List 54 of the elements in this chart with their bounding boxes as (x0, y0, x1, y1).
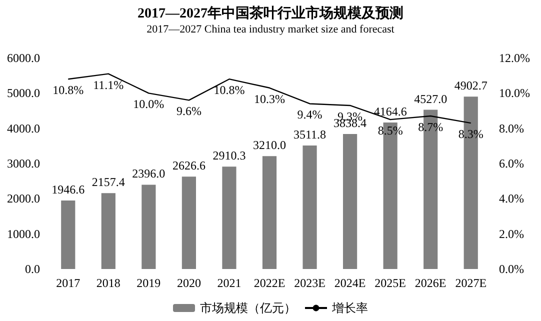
data-label: 2396.0 (132, 166, 166, 181)
y2-tick-label: 6.0% (499, 156, 524, 170)
legend-label: 市场规模（亿元） (200, 301, 296, 315)
bar (222, 166, 236, 269)
data-label: 4164.6 (374, 104, 407, 119)
y2-tick-label: 12.0% (499, 51, 530, 65)
y-tick-label: 5000.0 (7, 86, 40, 100)
bar (262, 156, 277, 269)
x-tick-label: 2018 (96, 276, 120, 290)
data-label: 2626.6 (172, 158, 206, 173)
y2-tick-label: 2.0% (499, 226, 524, 241)
data-label: 3511.8 (293, 128, 326, 142)
x-tick-label: 2019 (136, 276, 161, 290)
chart-subtitle: 2017—2027 China tea industry market size and forecast (146, 24, 394, 36)
y-tick-label: 6000.0 (7, 51, 40, 65)
y2-tick-label: 10.0% (499, 86, 530, 100)
data-label: 1946.6 (52, 182, 85, 197)
bar (302, 146, 317, 269)
data-label: 2910.3 (212, 148, 246, 163)
x-tick-label: 2021 (217, 276, 242, 290)
data-label: 9.4% (297, 108, 322, 122)
x-tick-label: 2026E (414, 276, 446, 290)
bar (101, 193, 116, 269)
chart-title: 2017—2027年中国茶叶行业市场规模及预测 (138, 4, 404, 22)
bar (182, 176, 196, 269)
data-label: 3210.0 (253, 138, 286, 152)
data-label: 10.8% (214, 83, 245, 98)
data-label: 2157.4 (92, 175, 125, 190)
y2-tick-label: 0.0% (499, 262, 524, 276)
x-tick-label: 2023E (294, 276, 326, 290)
data-label: 11.1% (93, 78, 124, 92)
data-label: 10.3% (254, 92, 285, 106)
bar (61, 200, 76, 269)
y-tick-label: 1000.0 (7, 226, 40, 241)
data-label: 4902.7 (454, 78, 488, 93)
x-tick-label: 2027E (455, 276, 487, 290)
y-tick-label: 4000.0 (7, 121, 40, 136)
y-tick-label: 2000.0 (7, 192, 40, 206)
data-label: 4527.0 (414, 92, 448, 106)
bar (142, 184, 156, 269)
x-tick-label: 2020 (176, 276, 201, 290)
data-label: 10.0% (133, 97, 164, 112)
legend-label: 增长率 (331, 301, 368, 315)
x-tick-label: 2022E (254, 276, 286, 290)
x-tick-label: 2025E (374, 276, 406, 290)
y2-tick-label: 4.0% (499, 192, 524, 206)
x-tick-label: 2017 (56, 276, 80, 290)
x-tick-label: 2024E (334, 276, 366, 290)
y-tick-label: 0.0 (25, 262, 40, 276)
y-tick-label: 3000.0 (7, 156, 40, 170)
y2-tick-label: 8.0% (499, 121, 524, 136)
data-label: 9.6% (176, 104, 202, 118)
data-label: 10.8% (52, 83, 84, 98)
bar (343, 134, 358, 269)
